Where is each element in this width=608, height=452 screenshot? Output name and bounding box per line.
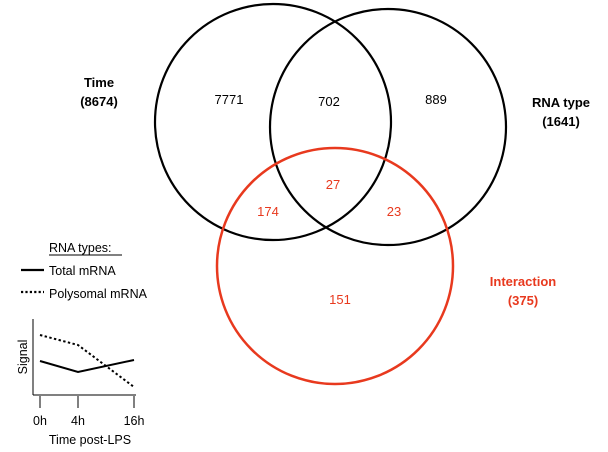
inset-y-label: Signal [16,340,30,375]
rna-type-set-total: (1641) [542,114,580,129]
inset-x-label: Time post-LPS [49,433,131,447]
interaction-set-title: Interaction [490,274,557,289]
rna-type-only-count: 889 [425,92,447,107]
legend-item-total-mrna: Total mRNA [49,264,116,278]
rna-type-set-title: RNA type [532,95,590,110]
rna-interaction-overlap-count: 23 [387,204,401,219]
interaction-only-count: 151 [329,292,351,307]
legend-title: RNA types: [49,241,112,255]
interaction-circle [215,146,455,386]
inset-total-mrna-line [39,359,135,374]
time-circle [153,2,393,242]
inset-tick-label-0h: 0h [33,414,47,428]
time-rna-overlap-count: 702 [318,94,340,109]
time-interaction-overlap-count: 174 [257,204,279,219]
rna-type-circle [268,7,508,247]
inset-tick-label-4h: 4h [71,414,85,428]
interaction-set-total: (375) [508,293,538,308]
inset-tick-label-16h: 16h [124,414,145,428]
time-only-count: 7771 [215,92,244,107]
all-three-overlap-count: 27 [326,177,340,192]
time-set-title: Time [84,75,114,90]
legend-item-polysomal-mrna: Polysomal mRNA [49,287,148,301]
time-set-total: (8674) [80,94,118,109]
inset-polysomal-mrna-line [39,334,135,388]
